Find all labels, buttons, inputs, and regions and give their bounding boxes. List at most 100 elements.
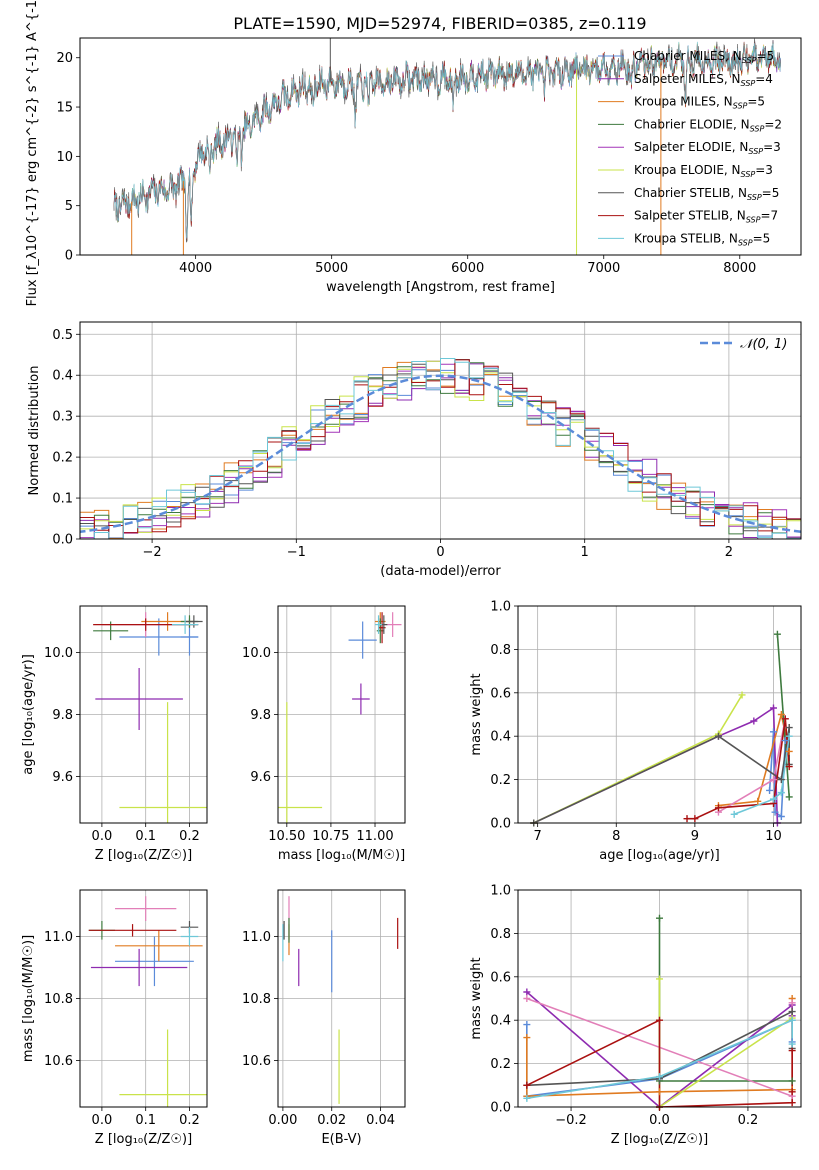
age-vs-metallicity-panel: 0.0 0.1 0.2 9.6 9.8 10.0 Z [log₁₀(Z/Z☉)] age [l… — [21, 605, 208, 863]
axes-frame — [517, 605, 802, 824]
y-tick-label: 0.1 — [52, 492, 73, 507]
mass-weight-marker — [738, 691, 746, 699]
mass-weight-marker — [781, 715, 789, 723]
x-tick-label: −2 — [143, 545, 162, 560]
y-tick-label: 0.4 — [490, 1014, 511, 1029]
y-tick-label: 10 — [56, 150, 73, 165]
mass-weight-marker — [714, 804, 722, 812]
x-axis-label: age [log₁₀(age/yr)] — [599, 848, 720, 863]
legend-subscript: SSP — [733, 102, 748, 111]
mass-weight-marker — [788, 999, 796, 1007]
mass-weight-marker — [777, 776, 785, 784]
mass-weight-marker — [788, 1016, 796, 1024]
plot-area — [93, 612, 207, 823]
x-axis-label: mass [log₁₀(M/M☉)] — [278, 848, 405, 863]
mass-weight-marker — [769, 704, 777, 712]
y-tick-label: 11.0 — [44, 930, 73, 945]
x-tick-label: 8 — [612, 829, 620, 844]
axes-frame — [79, 37, 802, 256]
gaussian-legend-label: 𝒩(0, 1) — [740, 337, 787, 352]
mass-weight-marker — [766, 786, 774, 794]
x-tick-label: 11.00 — [356, 829, 393, 844]
legend-value: =5 — [756, 49, 774, 63]
x-tick-label: 10 — [765, 829, 782, 844]
age-vs-mass-panel: 10.50 10.75 11.00 9.6 9.8 10.0 mass [log₁₀(M/M… — [242, 605, 406, 863]
y-tick-label: 10.6 — [44, 1054, 73, 1069]
axes-frame — [79, 605, 208, 824]
mass-weight-marker — [523, 1081, 531, 1089]
plot-area — [80, 358, 801, 539]
legend-label: Kroupa MILES, NSSP=5 — [634, 95, 765, 111]
histogram-series — [80, 358, 801, 539]
mass-weight-marker — [769, 795, 777, 803]
y-tick-label: 0.3 — [52, 410, 73, 425]
residuals-panel: −2 −1 0 1 2 0.0 0.1 0.2 0.3 0.4 0.5 (data-model)/er… — [27, 321, 802, 579]
axes-frame — [277, 605, 406, 824]
x-tick-label: 0.0 — [92, 1113, 113, 1128]
mass-weight-marker — [656, 1073, 663, 1081]
mass-weight-series — [526, 1018, 793, 1100]
x-tick-label: −0.2 — [555, 1113, 587, 1128]
mass-weight-marker — [788, 1008, 796, 1016]
mass-weight-marker — [788, 1047, 796, 1055]
x-tick-label: 7 — [534, 829, 542, 844]
x-tick-label: 0.1 — [135, 1113, 156, 1128]
legend-subscript: SSP — [747, 193, 762, 202]
axes-frame — [277, 889, 406, 1108]
mass-weight-marker — [683, 815, 691, 823]
mass-weight-series — [658, 979, 793, 1107]
y-axis-label: age [log₁₀(age/yr)] — [21, 654, 36, 775]
x-tick-label: 10.50 — [268, 829, 305, 844]
y-tick-label: 5 — [65, 199, 73, 214]
y-tick-label: 10.0 — [242, 646, 271, 661]
mass-vs-metallicity-panel: 0.0 0.1 0.2 10.6 10.8 11.0 Z [log₁₀(Z/Z☉)] mass… — [21, 889, 208, 1147]
axes-frame — [517, 889, 802, 1108]
x-axis-label: wavelength [Angstrom, rest frame] — [326, 280, 555, 295]
legend-label: Chabrier MILES, NSSP=5 — [634, 49, 774, 65]
y-tick-label: 0 — [65, 249, 73, 264]
y-tick-label: 0.6 — [490, 686, 511, 701]
y-tick-label: 0.0 — [490, 817, 511, 832]
legend-value: =5 — [762, 186, 780, 200]
mass-weight-marker — [785, 747, 793, 755]
x-axis-label: (data-model)/error — [380, 564, 501, 579]
y-tick-label: 0.2 — [490, 773, 511, 788]
y-tick-label: 0.5 — [52, 328, 73, 343]
mass-weight-marker — [656, 975, 663, 983]
mass-weight-vs-metallicity-panel: −0.2 0.0 0.2 0.0 0.2 0.4 0.6 0.8 1.0 Z [log₁₀(Z/Z… — [469, 884, 802, 1147]
x-axis-label: Z [log₁₀(Z/Z☉)] — [611, 1132, 708, 1147]
x-tick-label: 0.02 — [317, 1113, 346, 1128]
y-tick-label: 9.8 — [52, 708, 73, 723]
spectrum-panel: 4000 5000 6000 7000 8000 0 5 10 15 20 wavelength [… — [25, 0, 802, 306]
x-tick-label: 0.2 — [179, 1113, 200, 1128]
legend-label: Chabrier ELODIE, NSSP=2 — [634, 117, 782, 133]
x-tick-label: 2 — [725, 545, 733, 560]
x-tick-label: 5000 — [315, 261, 348, 276]
x-tick-label: 0.0 — [92, 829, 113, 844]
mass-weight-marker — [777, 789, 785, 797]
spectrum-line — [113, 41, 781, 239]
plot-area — [88, 896, 207, 1107]
y-tick-label: 0.0 — [490, 1101, 511, 1116]
legend-subscript: SSP — [748, 147, 763, 156]
legend-label: Kroupa ELODIE, NSSP=3 — [634, 163, 773, 179]
y-axis-label: mass [log₁₀(M/M☉)] — [21, 935, 36, 1062]
legend-subscript: SSP — [742, 56, 757, 65]
y-tick-label: 0.6 — [490, 970, 511, 985]
y-tick-label: 1.0 — [490, 600, 511, 615]
x-tick-label: 0.2 — [738, 1113, 759, 1128]
legend-value: =3 — [763, 140, 781, 154]
y-tick-label: 1.0 — [490, 884, 511, 899]
legend-value: =2 — [764, 117, 782, 131]
axes-frame — [79, 321, 802, 540]
y-tick-label: 0.0 — [52, 533, 73, 548]
y-axis-label: Normed distribution — [27, 366, 42, 496]
mass-weight-marker — [777, 812, 785, 820]
mass-weight-marker — [785, 793, 793, 801]
legend-subscript: SSP — [741, 79, 756, 88]
plot-area — [113, 38, 781, 255]
plot-area — [282, 896, 399, 1104]
legend-label: Salpeter STELIB, NSSP=7 — [634, 209, 778, 225]
mass-weight-marker — [523, 1021, 531, 1029]
